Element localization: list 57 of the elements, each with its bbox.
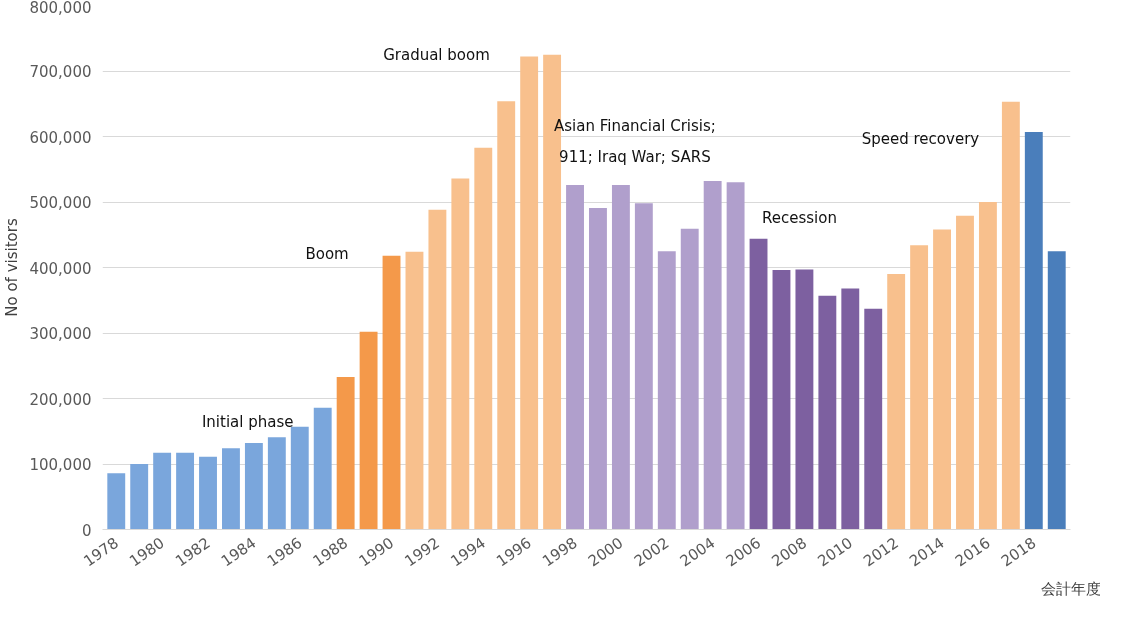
bar [611, 184, 630, 530]
y-tick-label: 700,000 [29, 63, 92, 81]
bar [657, 251, 676, 530]
annotation: Asian Financial Crisis; 911; Iraq War; SARS [553, 117, 716, 167]
bar [910, 245, 929, 530]
bar [795, 269, 814, 530]
bar [703, 181, 722, 530]
y-axis-title: No of visitors [3, 218, 22, 317]
annotation: Boom [305, 245, 349, 264]
bar [107, 473, 126, 530]
y-tick-label: 400,000 [29, 259, 92, 278]
bar [382, 255, 401, 530]
bar [726, 182, 745, 530]
y-tick-label: 300,000 [29, 325, 92, 343]
y-tick-label: 500,000 [29, 194, 92, 212]
bar [244, 443, 263, 530]
annotation: Speed recovery [861, 130, 980, 149]
x-axis-title: 会計年度 [1040, 579, 1101, 598]
bar [1001, 101, 1020, 530]
bar [497, 101, 516, 530]
bar [267, 437, 286, 530]
bar [1047, 251, 1066, 530]
bar [772, 270, 791, 530]
bar [864, 308, 883, 530]
bar [634, 203, 653, 530]
bar [566, 184, 584, 530]
annotation: Initial phase [201, 413, 294, 432]
bar [222, 448, 240, 530]
bar [1024, 131, 1043, 530]
bar [359, 331, 378, 530]
bar [130, 464, 149, 530]
y-tick-label: 600,000 [29, 128, 92, 147]
bar [978, 202, 997, 530]
bar [474, 147, 493, 530]
bar [933, 229, 951, 530]
bar [520, 56, 539, 530]
y-tick-label: 800,000 [29, 0, 92, 17]
bar [887, 274, 906, 530]
bar [428, 209, 447, 530]
bar [336, 376, 355, 530]
bar [451, 178, 470, 530]
bar [749, 238, 768, 530]
y-tick-label: 100,000 [29, 456, 92, 474]
bar [199, 456, 217, 530]
bar [589, 207, 607, 530]
bar [313, 407, 332, 530]
bar [818, 295, 837, 530]
annotation: Gradual boom [383, 46, 490, 65]
bar [841, 288, 860, 530]
bar [176, 452, 195, 530]
y-tick-label: 200,000 [29, 390, 92, 409]
bar [153, 452, 172, 530]
y-tick-label: 0 [81, 521, 92, 540]
bar [680, 228, 699, 530]
bar [405, 251, 424, 530]
bar [956, 215, 974, 530]
annotation: Recession [761, 208, 837, 227]
